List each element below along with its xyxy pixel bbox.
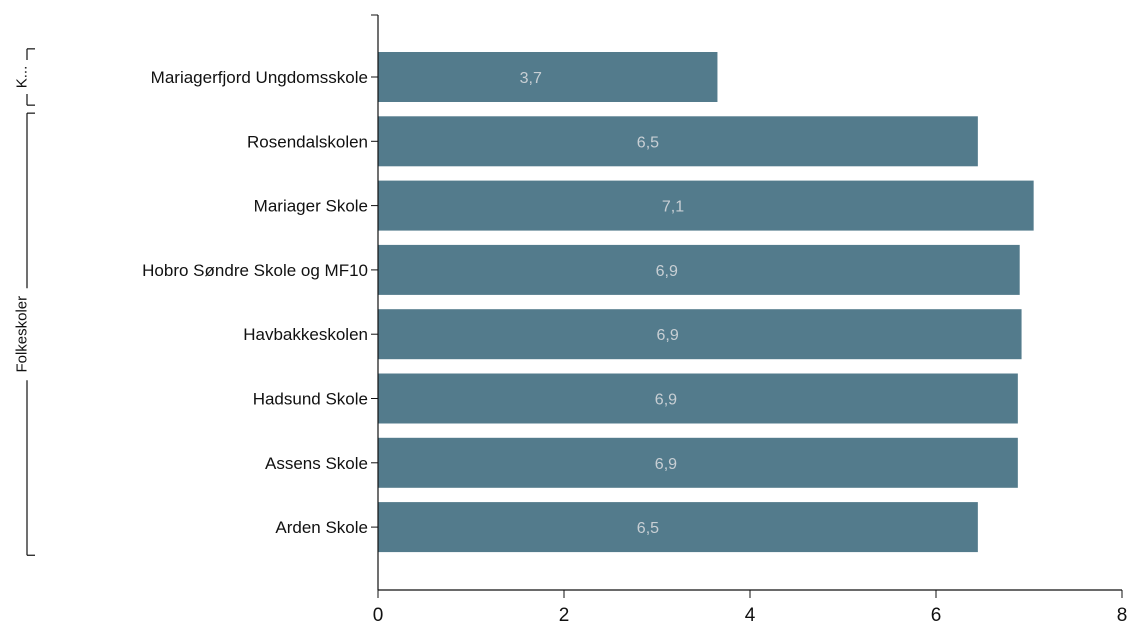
bar xyxy=(378,502,978,553)
bar-labels-group: 3,7 6,5 7,1 6,9 6,9 6,9 6,9 6,5 xyxy=(520,70,685,537)
bar xyxy=(378,373,1018,424)
bar xyxy=(378,180,1034,231)
category-label: Hobro Søndre Skole og MF10 xyxy=(142,261,368,280)
x-tick-label: 4 xyxy=(745,605,756,626)
group-bracket: K... xyxy=(14,48,35,106)
bar-value-label: 6,9 xyxy=(656,327,678,344)
bars-group xyxy=(378,52,1034,553)
category-label: Mariager Skole xyxy=(254,197,368,216)
bar xyxy=(378,437,1018,488)
category-label: Mariagerfjord Ungdomsskole xyxy=(151,68,368,87)
bar xyxy=(378,244,1020,295)
category-groups: K... Folkeskoler xyxy=(14,48,35,556)
category-label: Arden Skole xyxy=(275,518,368,537)
bar-value-label: 6,9 xyxy=(655,392,677,409)
x-tick-label: 6 xyxy=(931,605,942,626)
category-label: Hadsund Skole xyxy=(253,390,368,409)
bar-value-label: 6,9 xyxy=(656,263,678,280)
x-tick-label: 8 xyxy=(1117,605,1128,626)
group-label: K... xyxy=(14,66,31,89)
bar-value-label: 7,1 xyxy=(662,199,684,216)
y-axis: Mariagerfjord Ungdomsskole Rosendalskolen… xyxy=(142,14,379,590)
x-tick-label: 2 xyxy=(559,605,570,626)
x-tick-label: 0 xyxy=(373,605,384,626)
group-label: Folkeskoler xyxy=(14,296,31,373)
bar-value-label: 6,5 xyxy=(637,520,659,537)
bar xyxy=(378,309,1022,360)
category-label: Rosendalskolen xyxy=(247,132,368,151)
bar xyxy=(378,52,718,102)
bar-value-label: 6,9 xyxy=(655,456,677,473)
category-label: Assens Skole xyxy=(265,454,368,473)
bar-value-label: 3,7 xyxy=(520,70,542,87)
group-bracket: Folkeskoler xyxy=(14,112,35,556)
bar xyxy=(378,116,978,167)
bar-value-label: 6,5 xyxy=(637,134,659,151)
category-label: Havbakkeskolen xyxy=(243,325,368,344)
x-axis: 0 2 4 6 8 xyxy=(373,589,1128,626)
